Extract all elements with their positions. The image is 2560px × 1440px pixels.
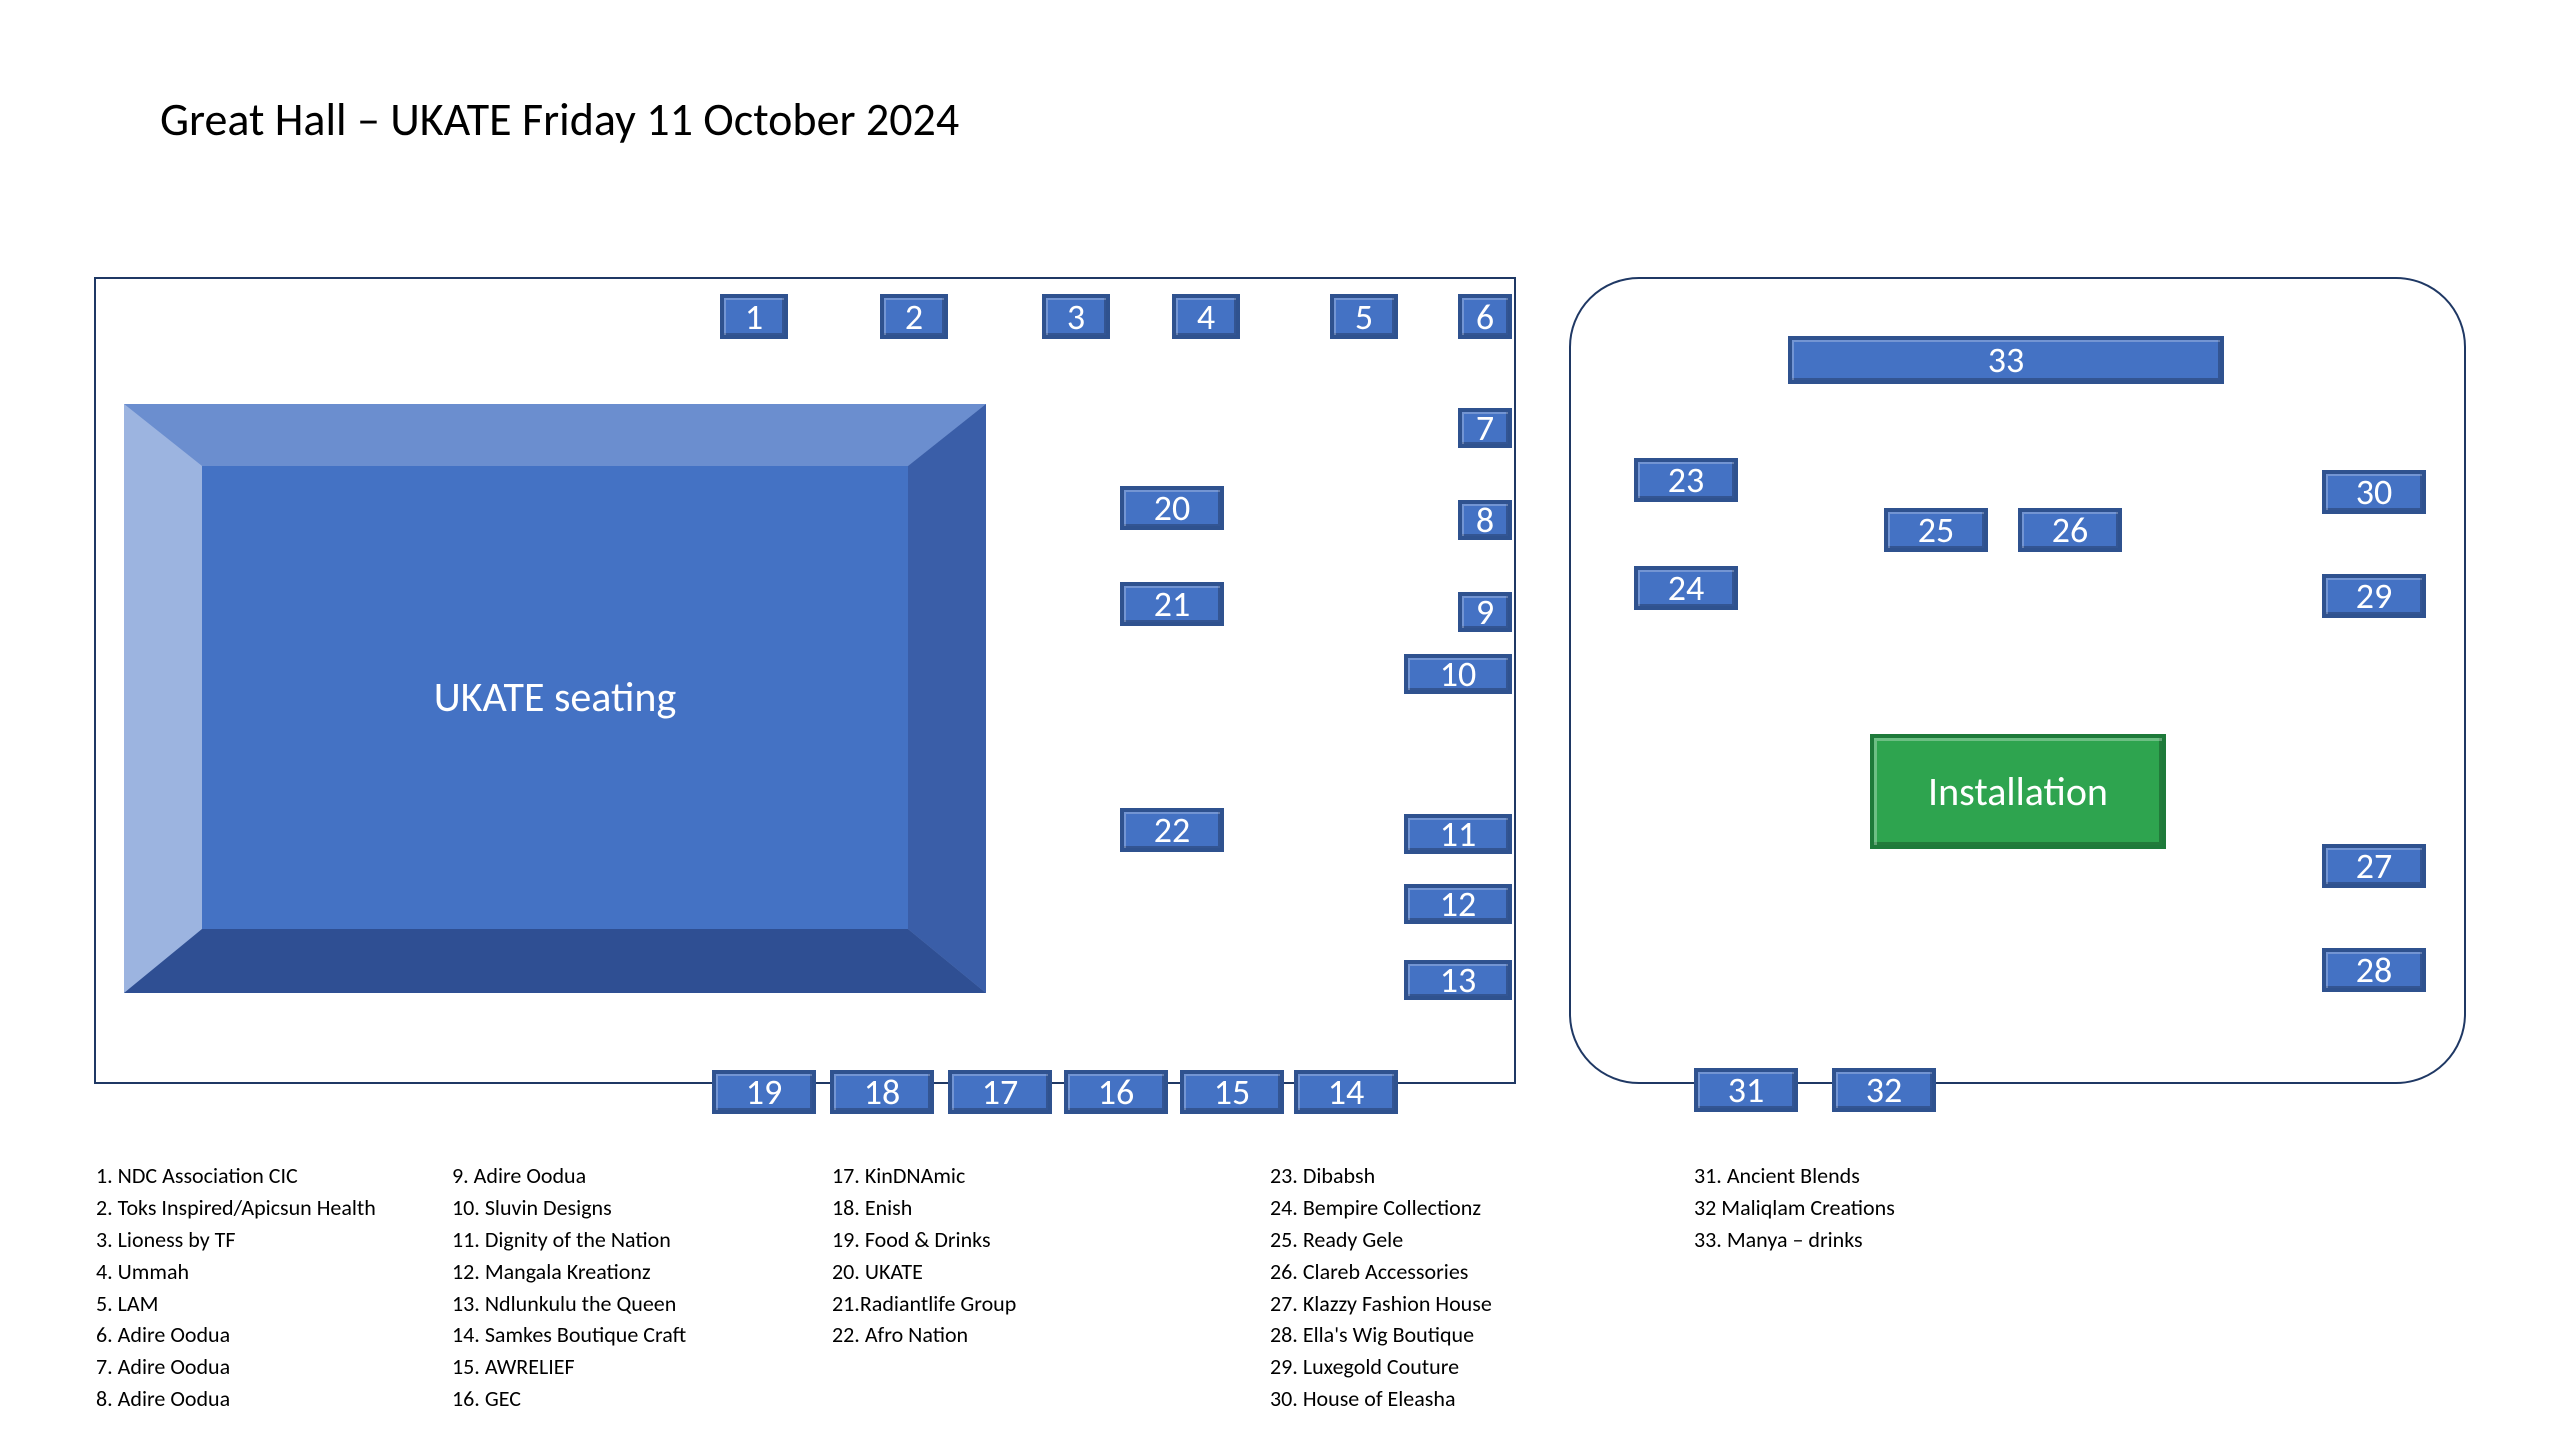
legend-item: 18. Enish bbox=[832, 1192, 1016, 1224]
legend-item: 29. Luxegold Couture bbox=[1270, 1351, 1492, 1383]
booth-15: 15 bbox=[1180, 1070, 1284, 1114]
booth-24: 24 bbox=[1634, 566, 1738, 610]
legend-item: 22. Afro Nation bbox=[832, 1319, 1016, 1351]
legend-item: 16. GEC bbox=[452, 1383, 686, 1415]
booth-5: 5 bbox=[1330, 294, 1398, 339]
legend-item: 1. NDC Association CIC bbox=[96, 1160, 376, 1192]
booth-8: 8 bbox=[1458, 500, 1512, 540]
booth-20: 20 bbox=[1120, 486, 1224, 530]
legend-item: 28. Ella's Wig Boutique bbox=[1270, 1319, 1492, 1351]
legend-col-2: 9. Adire Oodua10. Sluvin Designs11. Dign… bbox=[452, 1160, 686, 1415]
legend-item: 21.Radiantlife Group bbox=[832, 1288, 1016, 1320]
installation-box: Installation bbox=[1870, 734, 2166, 849]
legend-item: 31. Ancient Blends bbox=[1694, 1160, 1895, 1192]
legend-item: 20. UKATE bbox=[832, 1256, 1016, 1288]
booth-17: 17 bbox=[948, 1070, 1052, 1114]
legend-item: 30. House of Eleasha bbox=[1270, 1383, 1492, 1415]
installation-label: Installation bbox=[1928, 767, 2108, 816]
legend-item: 24. Bempire Collectionz bbox=[1270, 1192, 1492, 1224]
booth-12: 12 bbox=[1404, 884, 1512, 924]
booth-14: 14 bbox=[1294, 1070, 1398, 1114]
legend-item: 3. Lioness by TF bbox=[96, 1224, 376, 1256]
booth-30: 30 bbox=[2322, 470, 2426, 514]
booth-21: 21 bbox=[1120, 582, 1224, 626]
booth-22: 22 bbox=[1120, 808, 1224, 852]
booth-32: 32 bbox=[1832, 1068, 1936, 1112]
booth-1: 1 bbox=[720, 294, 788, 339]
legend-item: 5. LAM bbox=[96, 1288, 376, 1320]
legend-item: 8. Adire Oodua bbox=[96, 1383, 376, 1415]
booth-2: 2 bbox=[880, 294, 948, 339]
booth-11: 11 bbox=[1404, 814, 1512, 854]
booth-6: 6 bbox=[1458, 294, 1512, 339]
booth-27: 27 bbox=[2322, 844, 2426, 888]
booth-10: 10 bbox=[1404, 654, 1512, 694]
seating-label: UKATE seating bbox=[202, 466, 908, 929]
legend-item: 13. Ndlunkulu the Queen bbox=[452, 1288, 686, 1320]
booth-29: 29 bbox=[2322, 574, 2426, 618]
legend-item: 32 Maliqlam Creations bbox=[1694, 1192, 1895, 1224]
legend-col-1: 1. NDC Association CIC2. Toks Inspired/A… bbox=[96, 1160, 376, 1415]
booth-13: 13 bbox=[1404, 960, 1512, 1000]
legend-item: 10. Sluvin Designs bbox=[452, 1192, 686, 1224]
legend-item: 11. Dignity of the Nation bbox=[452, 1224, 686, 1256]
booth-26: 26 bbox=[2018, 508, 2122, 552]
booth-25: 25 bbox=[1884, 508, 1988, 552]
legend-item: 15. AWRELIEF bbox=[452, 1351, 686, 1383]
legend-item: 2. Toks Inspired/Apicsun Health bbox=[96, 1192, 376, 1224]
legend-item: 14. Samkes Boutique Craft bbox=[452, 1319, 686, 1351]
legend-item: 7. Adire Oodua bbox=[96, 1351, 376, 1383]
legend-col-4: 23. Dibabsh24. Bempire Collectionz25. Re… bbox=[1270, 1160, 1492, 1415]
booth-28: 28 bbox=[2322, 948, 2426, 992]
booth-16: 16 bbox=[1064, 1070, 1168, 1114]
booth-31: 31 bbox=[1694, 1068, 1798, 1112]
booth-9: 9 bbox=[1458, 592, 1512, 632]
legend-item: 27. Klazzy Fashion House bbox=[1270, 1288, 1492, 1320]
legend-col-5: 31. Ancient Blends32 Maliqlam Creations3… bbox=[1694, 1160, 1895, 1256]
booth-19: 19 bbox=[712, 1070, 816, 1114]
legend-item: 25. Ready Gele bbox=[1270, 1224, 1492, 1256]
legend-item: 6. Adire Oodua bbox=[96, 1319, 376, 1351]
booth-23: 23 bbox=[1634, 458, 1738, 502]
legend-item: 23. Dibabsh bbox=[1270, 1160, 1492, 1192]
booth-3: 3 bbox=[1042, 294, 1110, 339]
legend-item: 4. Ummah bbox=[96, 1256, 376, 1288]
booth-7: 7 bbox=[1458, 408, 1512, 448]
booth-18: 18 bbox=[830, 1070, 934, 1114]
legend-item: 12. Mangala Kreationz bbox=[452, 1256, 686, 1288]
legend-col-3: 17. KinDNAmic18. Enish19. Food & Drinks2… bbox=[832, 1160, 1016, 1351]
legend-item: 19. Food & Drinks bbox=[832, 1224, 1016, 1256]
legend-item: 26. Clareb Accessories bbox=[1270, 1256, 1492, 1288]
legend-item: 17. KinDNAmic bbox=[832, 1160, 1016, 1192]
booth-4: 4 bbox=[1172, 294, 1240, 339]
booth-33: 33 bbox=[1788, 336, 2224, 384]
legend-item: 33. Manya – drinks bbox=[1694, 1224, 1895, 1256]
legend-item: 9. Adire Oodua bbox=[452, 1160, 686, 1192]
seating-label-text: UKATE seating bbox=[434, 672, 677, 723]
